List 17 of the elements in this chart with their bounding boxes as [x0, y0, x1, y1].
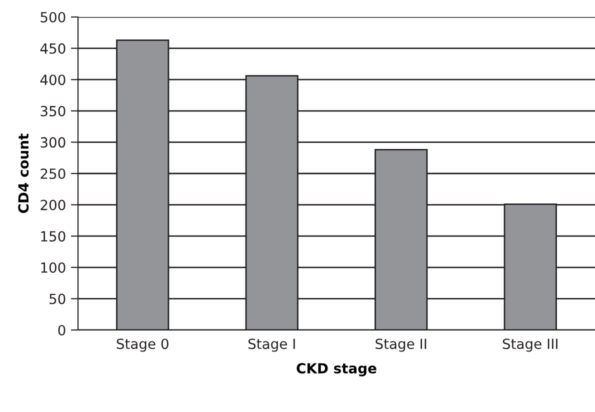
y-tick-label: 350 — [40, 106, 66, 116]
y-tick-label: 400 — [40, 74, 66, 86]
y-tick-label: 150 — [41, 231, 66, 242]
y-tick-label: 0 — [58, 324, 66, 336]
y-tick-label: 450 — [40, 43, 66, 54]
x-tick-label: Stage I — [248, 338, 295, 352]
y-tick-label: 50 — [50, 294, 66, 304]
y-tick-label: 300 — [40, 137, 66, 148]
y-tick-label: 200 — [40, 200, 66, 210]
y-axis-title: CD4 count — [18, 134, 29, 214]
y-tick-label: 100 — [41, 262, 66, 273]
x-tick-label: Stage III — [502, 338, 558, 352]
x-axis-title: CKD stage — [296, 363, 376, 376]
x-tick-label: Stage 0 — [116, 338, 168, 352]
y-tick-label: 250 — [40, 168, 66, 179]
y-tick-label: 500 — [40, 12, 66, 22]
x-tick-label: Stage II — [376, 338, 426, 352]
